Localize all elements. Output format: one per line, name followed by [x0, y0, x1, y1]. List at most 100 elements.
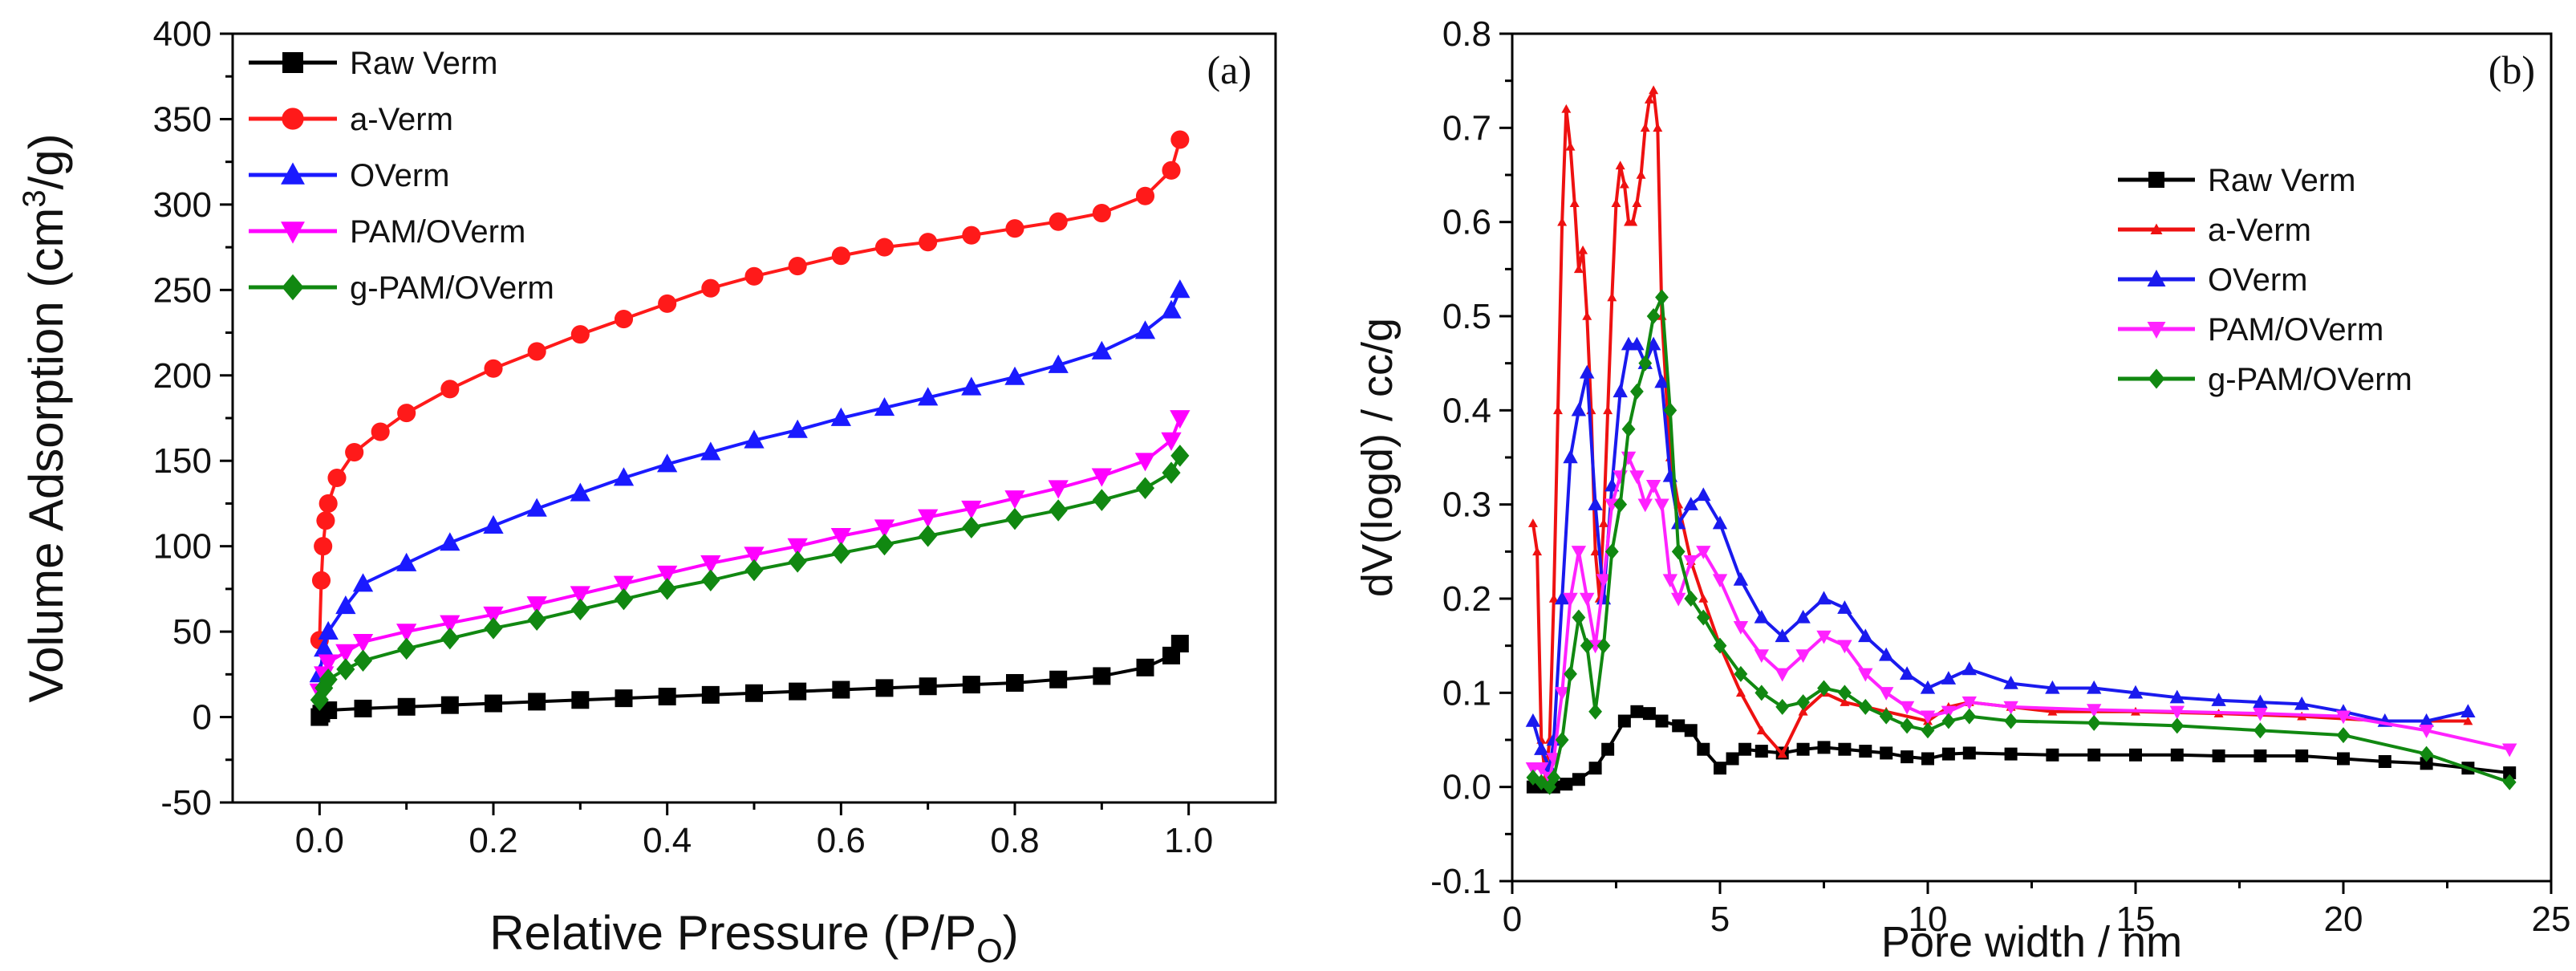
panel-b-x-tick-label: 25 [2532, 900, 2571, 939]
panel-a-data-point-pam-overm [1091, 468, 1112, 487]
panel-a-legend-item-raw-verm: Raw Verm [249, 46, 498, 81]
panel-b-data-point-pam-overm [1596, 574, 1612, 588]
panel-b-data-point-g-pam-overm [1547, 769, 1561, 786]
panel-b-data-point-overm [2294, 696, 2310, 710]
panel-b-data-point-a-verm [1573, 264, 1584, 274]
panel-a-legend-label: Raw Verm [350, 46, 498, 81]
panel-b-data-point-raw-verm [1921, 752, 1934, 766]
panel-a-legend-swatch-marker [282, 108, 304, 130]
panel-b-y-tick-label: 0.4 [1442, 391, 1491, 430]
panel-b-data-point-raw-verm [1642, 707, 1656, 721]
panel-a-data-point-g-pam-overm [1170, 445, 1190, 467]
panel-b-data-point-g-pam-overm [2253, 722, 2267, 739]
panel-b-data-point-pam-overm [2253, 707, 2268, 721]
panel-b-data-point-a-verm [1590, 546, 1600, 556]
panel-a-data-point-g-pam-overm [1162, 461, 1181, 484]
panel-a-data-point-raw-verm [440, 696, 459, 714]
panel-b-data-point-a-verm [1615, 160, 1625, 170]
panel-b-data-point-pam-overm [1637, 498, 1653, 513]
panel-b-data-point-overm [2211, 693, 2226, 706]
panel-b-data-point-raw-verm [1672, 719, 1686, 733]
panel-a-x-tick-label: 0.0 [295, 821, 344, 860]
panel-b-data-point-g-pam-overm [2336, 727, 2351, 744]
panel-b-data-point-a-verm [1578, 245, 1588, 254]
panel-b-data-point-pam-overm [1645, 480, 1661, 494]
panel-b-data-point-raw-verm [2170, 748, 2184, 762]
panel-b-data-point-a-verm [1644, 95, 1654, 104]
panel-a-data-point-raw-verm [1170, 635, 1189, 653]
panel-b-data-point-pam-overm [1683, 555, 1698, 569]
panel-a-data-point-overm [1004, 366, 1025, 385]
panel-b-y-tick-label: 0.2 [1442, 579, 1491, 619]
panel-b-data-point-raw-verm [1726, 752, 1739, 766]
panel-a-data-point-raw-verm [701, 685, 720, 704]
panel-b-data-point-a-verm [1756, 725, 1767, 735]
panel-b-data-point-pam-overm [1662, 574, 1678, 588]
panel-a-x-tick-label: 0.2 [469, 821, 517, 860]
panel-b-data-point-overm [1712, 515, 1728, 530]
panel-b-data-point-raw-verm [2295, 749, 2309, 762]
panel-b-data-point-g-pam-overm [1713, 637, 1727, 654]
panel-a-x-tick-label: 0.8 [990, 821, 1039, 860]
panel-a-data-point-g-pam-overm [397, 637, 416, 660]
panel-a-data-point-raw-verm [832, 681, 850, 699]
panel-a-data-point-raw-verm [397, 697, 416, 716]
panel-a-data-point-a-verm [1162, 160, 1181, 180]
panel-b-data-point-pam-overm [1671, 592, 1686, 607]
panel-a-data-point-raw-verm [962, 676, 980, 694]
panel-a-data-point-a-verm [316, 511, 335, 530]
panel-b-data-point-pam-overm [1775, 668, 1790, 682]
panel-a-y-tick-label: 0 [193, 698, 212, 737]
panel-b-legend-swatch-marker [2147, 270, 2166, 286]
panel-a-data-point-a-verm [962, 225, 981, 245]
panel-b-data-point-a-verm [1777, 749, 1787, 758]
panel-b-data-point-pam-overm [1754, 649, 1769, 663]
panel-a-data-point-pam-overm [526, 596, 547, 616]
panel-b-series-line-overm [1531, 343, 2468, 770]
panel-b-legend-swatch-marker [2147, 322, 2166, 339]
panel-b-data-point-a-verm [1552, 405, 1563, 415]
panel-b-data-point-overm [1920, 680, 1936, 694]
panel-b-data-point-g-pam-overm [1630, 383, 1644, 400]
panel-b-data-point-pam-overm [1654, 498, 1669, 513]
panel-b-data-point-g-pam-overm [1962, 708, 1977, 725]
panel-a-y-tick-label: 50 [172, 612, 212, 652]
panel-a-data-point-g-pam-overm [788, 551, 807, 573]
panel-a-data-point-a-verm [440, 380, 460, 399]
panel-b-data-point-g-pam-overm [1671, 543, 1686, 560]
panel-a-y-axis-title: Volume Adsorption (cm3/g) [17, 133, 73, 702]
panel-a-data-point-a-verm [1170, 130, 1190, 149]
panel-b-data-point-overm [1961, 661, 1977, 676]
panel-b-data-point-raw-verm [1962, 746, 1976, 760]
panel-b-data-point-raw-verm [1601, 742, 1615, 756]
panel-a-data-point-a-verm [744, 266, 764, 286]
panel-a-data-point-pam-overm [352, 633, 374, 653]
panel-b-data-point-a-verm [1611, 198, 1621, 207]
panel-a-series-overm [309, 279, 1191, 683]
panel-b-data-point-a-verm [2463, 716, 2473, 725]
panel-b-series-pam-overm [1525, 451, 2517, 786]
panel-a-data-point-raw-verm [1136, 658, 1154, 676]
panel-b-x-tick-label: 15 [2116, 900, 2156, 939]
panel-a-series-line-a-verm [318, 139, 1182, 640]
panel-b-data-point-pam-overm [2502, 743, 2517, 758]
panel-b-data-point-raw-verm [2004, 747, 2018, 761]
panel-a-data-point-a-verm [831, 246, 850, 266]
panel-b-data-point-pam-overm [1816, 630, 1832, 644]
panel-b-data-point-overm [1837, 600, 1852, 614]
panel-b-legend-item-pam-overm: PAM/OVerm [2118, 312, 2383, 347]
panel-b-data-point-pam-overm [1629, 470, 1645, 485]
panel-a-data-point-overm [1134, 320, 1156, 339]
panel-b-data-point-g-pam-overm [1755, 685, 1769, 701]
panel-b-data-point-pam-overm [2335, 710, 2351, 725]
panel-b-data-point-g-pam-overm [1613, 496, 1628, 513]
panel-b-data-point-overm [1671, 515, 1686, 530]
panel-a-data-point-overm [314, 638, 335, 657]
panel-a-data-point-overm [335, 595, 356, 615]
panel-b-legend-swatch-marker [2148, 368, 2165, 389]
panel-b-data-point-pam-overm [1899, 701, 1915, 715]
panel-a-data-point-g-pam-overm [1092, 489, 1111, 511]
panel-b-data-point-g-pam-overm [1596, 637, 1611, 654]
panel-b-data-point-overm [1563, 449, 1578, 464]
panel-a-data-point-overm [830, 407, 851, 426]
